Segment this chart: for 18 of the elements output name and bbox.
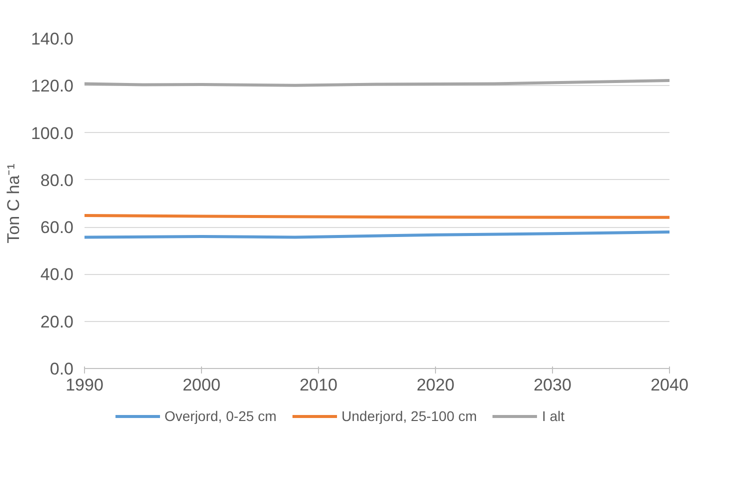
y-tick-label: 100.0 xyxy=(30,124,74,143)
x-tick-label: 1990 xyxy=(66,376,104,394)
y-tick-label: 40.0 xyxy=(40,265,74,284)
legend-label: Overjord, 0-25 cm xyxy=(164,408,277,424)
legend-label: Underjord, 25-100 cm xyxy=(342,408,477,424)
y-tick-label: 0.0 xyxy=(50,360,74,378)
y-tick-label: 120.0 xyxy=(30,76,74,96)
y-tick-label: 140.0 xyxy=(30,30,74,48)
legend-label: I alt xyxy=(542,408,565,424)
x-tick-label: 2020 xyxy=(416,376,454,394)
x-tick-label: 2030 xyxy=(534,376,572,394)
x-tick-label: 2010 xyxy=(300,376,338,394)
y-tick-label: 80.0 xyxy=(40,170,74,190)
y-tick-label: 60.0 xyxy=(40,218,74,238)
x-tick-label: 2000 xyxy=(182,376,220,394)
x-tick-label: 2040 xyxy=(650,376,688,394)
y-axis-title: Ton C ha⁻¹ xyxy=(4,163,23,244)
y-tick-label: 20.0 xyxy=(40,312,74,332)
